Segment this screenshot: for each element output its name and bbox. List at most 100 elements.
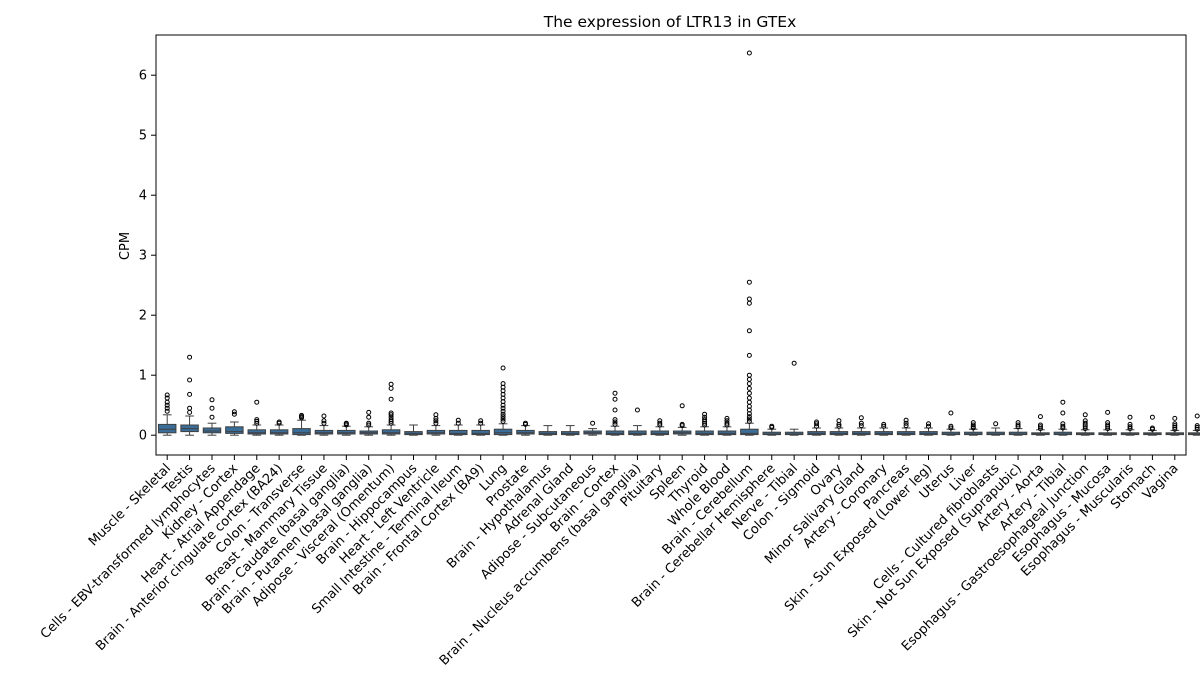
outlier-point (1060, 410, 1066, 416)
outlier-point (254, 417, 260, 423)
box-iqr (381, 429, 401, 435)
outlier-point (1172, 415, 1178, 421)
outlier-point (388, 381, 394, 387)
outlier-point (1105, 420, 1111, 426)
box-iqr (784, 431, 804, 436)
box-group (583, 420, 602, 436)
outlier-point (657, 418, 663, 424)
outlier-point (1060, 423, 1066, 429)
outlier-point (746, 414, 752, 420)
outlier-point (388, 396, 394, 402)
box-group (1076, 412, 1095, 436)
outlier-point (1149, 425, 1155, 431)
outlier-point (231, 409, 237, 415)
outlier-point (858, 415, 864, 421)
outlier-point (746, 296, 752, 302)
outlier-point (388, 410, 394, 416)
box-group (359, 409, 378, 436)
box-group (986, 421, 1005, 436)
box-group (404, 424, 423, 436)
outlier-point (769, 423, 775, 429)
box-iqr (695, 430, 714, 436)
outlier-point (612, 407, 618, 413)
box-iqr (202, 427, 222, 434)
outlier-point (993, 421, 999, 427)
outlier-point (500, 411, 506, 417)
outlier-point (478, 418, 484, 424)
outlier-point (746, 418, 752, 424)
box-iqr (1008, 431, 1028, 436)
outlier-point (724, 420, 730, 426)
box-group (807, 419, 826, 436)
outlier-point (388, 385, 394, 391)
outlier-point (903, 423, 909, 429)
outlier-point (903, 420, 909, 426)
outlier-point (881, 421, 887, 427)
box-iqr (650, 430, 670, 436)
box-group (493, 365, 513, 436)
box-group (1165, 415, 1185, 436)
box-group (1143, 414, 1162, 436)
outlier-point (1105, 422, 1111, 428)
outlier-point (299, 412, 305, 418)
outlier-point (1082, 420, 1088, 426)
outlier-point (1105, 409, 1111, 415)
box-iqr (762, 431, 781, 436)
outlier-point (836, 418, 842, 424)
box-group (561, 425, 580, 436)
outlier-point (903, 417, 909, 423)
outlier-point (970, 420, 976, 426)
box-group (874, 421, 893, 436)
outlier-point (231, 411, 237, 417)
box-iqr (269, 429, 289, 435)
outlier-point (612, 390, 618, 396)
outlier-point (321, 418, 327, 424)
box-group (941, 410, 961, 436)
outlier-point (746, 300, 752, 306)
outlier-point (1037, 424, 1043, 430)
box-iqr (157, 423, 177, 434)
outlier-point (500, 405, 506, 411)
outlier-point (590, 420, 596, 426)
box-group (426, 412, 446, 436)
outlier-point (500, 381, 506, 387)
outlier-point (1149, 414, 1155, 420)
box-group (762, 423, 781, 436)
box-group (471, 418, 490, 436)
outlier-point (948, 425, 954, 431)
box-group (381, 381, 401, 436)
box-iqr (471, 429, 490, 436)
boxes-layer (157, 50, 1200, 436)
outlier-point (858, 423, 864, 429)
outlier-point (366, 409, 372, 415)
box-group (740, 50, 759, 436)
outlier-point (746, 50, 752, 56)
outlier-point (612, 419, 618, 425)
outlier-point (366, 420, 372, 426)
outlier-point (209, 405, 215, 411)
box-group (314, 413, 334, 436)
outlier-point (836, 423, 842, 429)
box-iqr (964, 431, 983, 436)
box-group (1031, 414, 1050, 436)
outlier-point (679, 421, 685, 427)
outlier-point (746, 390, 752, 396)
box-group (650, 418, 670, 436)
outlier-point (388, 412, 394, 418)
box-iqr (516, 429, 535, 435)
outlier-point (746, 372, 752, 378)
box-iqr (292, 428, 311, 436)
outlier-point (164, 405, 170, 411)
outlier-point (746, 328, 752, 334)
box-group (896, 417, 916, 436)
box-group (964, 420, 983, 436)
box-group (449, 417, 468, 436)
outlier-point (1194, 423, 1200, 429)
outlier-point (433, 418, 439, 424)
outlier-point (187, 405, 193, 411)
outlier-point (500, 414, 506, 420)
outlier-point (926, 421, 931, 427)
